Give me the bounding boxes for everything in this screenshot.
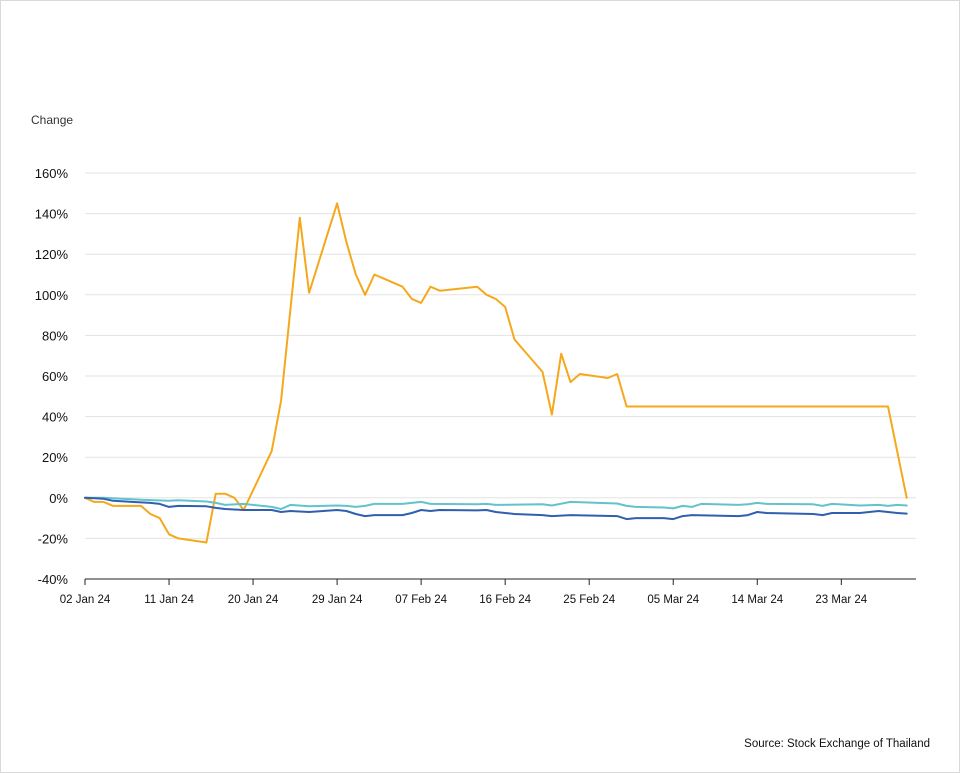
- y-tick-label: 80%: [42, 328, 68, 343]
- series-line-3: [84, 496, 908, 521]
- x-tick-label: 14 Mar 24: [731, 594, 783, 606]
- y-tick-label: 0%: [49, 491, 68, 506]
- x-tick-label: 29 Jan 24: [312, 594, 363, 606]
- x-tick-label: 07 Feb 24: [395, 594, 447, 606]
- y-axis-title: Change: [31, 113, 74, 127]
- x-tick-label: 23 Mar 24: [815, 594, 867, 606]
- x-tick-label: 20 Jan 24: [228, 594, 279, 606]
- y-tick-label: -20%: [38, 531, 69, 546]
- y-tick-label: 100%: [35, 288, 69, 303]
- series-lines: [84, 202, 908, 544]
- series-line-1: [84, 202, 908, 544]
- y-tick-label: 40%: [42, 410, 68, 425]
- x-axis: 02 Jan 24 11 Jan 24 20 Jan 24 29 Jan 24 07 F…: [60, 578, 916, 606]
- gridlines: [85, 172, 916, 539]
- x-tick-label: 02 Jan 24: [60, 594, 111, 606]
- y-tick-label: 60%: [42, 369, 68, 384]
- y-axis-ticks: 160% 140% 120% 100% 80% 60% 40% 20% 0% -20% -40%: [35, 166, 69, 587]
- x-tick-label: 11 Jan 24: [144, 594, 194, 606]
- x-tick-label: 25 Feb 24: [563, 594, 615, 606]
- source-note: Source: Stock Exchange of Thailand: [744, 738, 930, 750]
- y-tick-label: 120%: [35, 247, 69, 262]
- y-tick-label: -40%: [38, 572, 69, 587]
- y-tick-label: 20%: [42, 450, 68, 465]
- x-tick-label: 05 Mar 24: [647, 594, 699, 606]
- x-tick-label: 16 Feb 24: [479, 594, 531, 606]
- series-line-2: [84, 496, 908, 510]
- y-tick-label: 140%: [35, 207, 69, 222]
- y-tick-label: 160%: [35, 166, 69, 181]
